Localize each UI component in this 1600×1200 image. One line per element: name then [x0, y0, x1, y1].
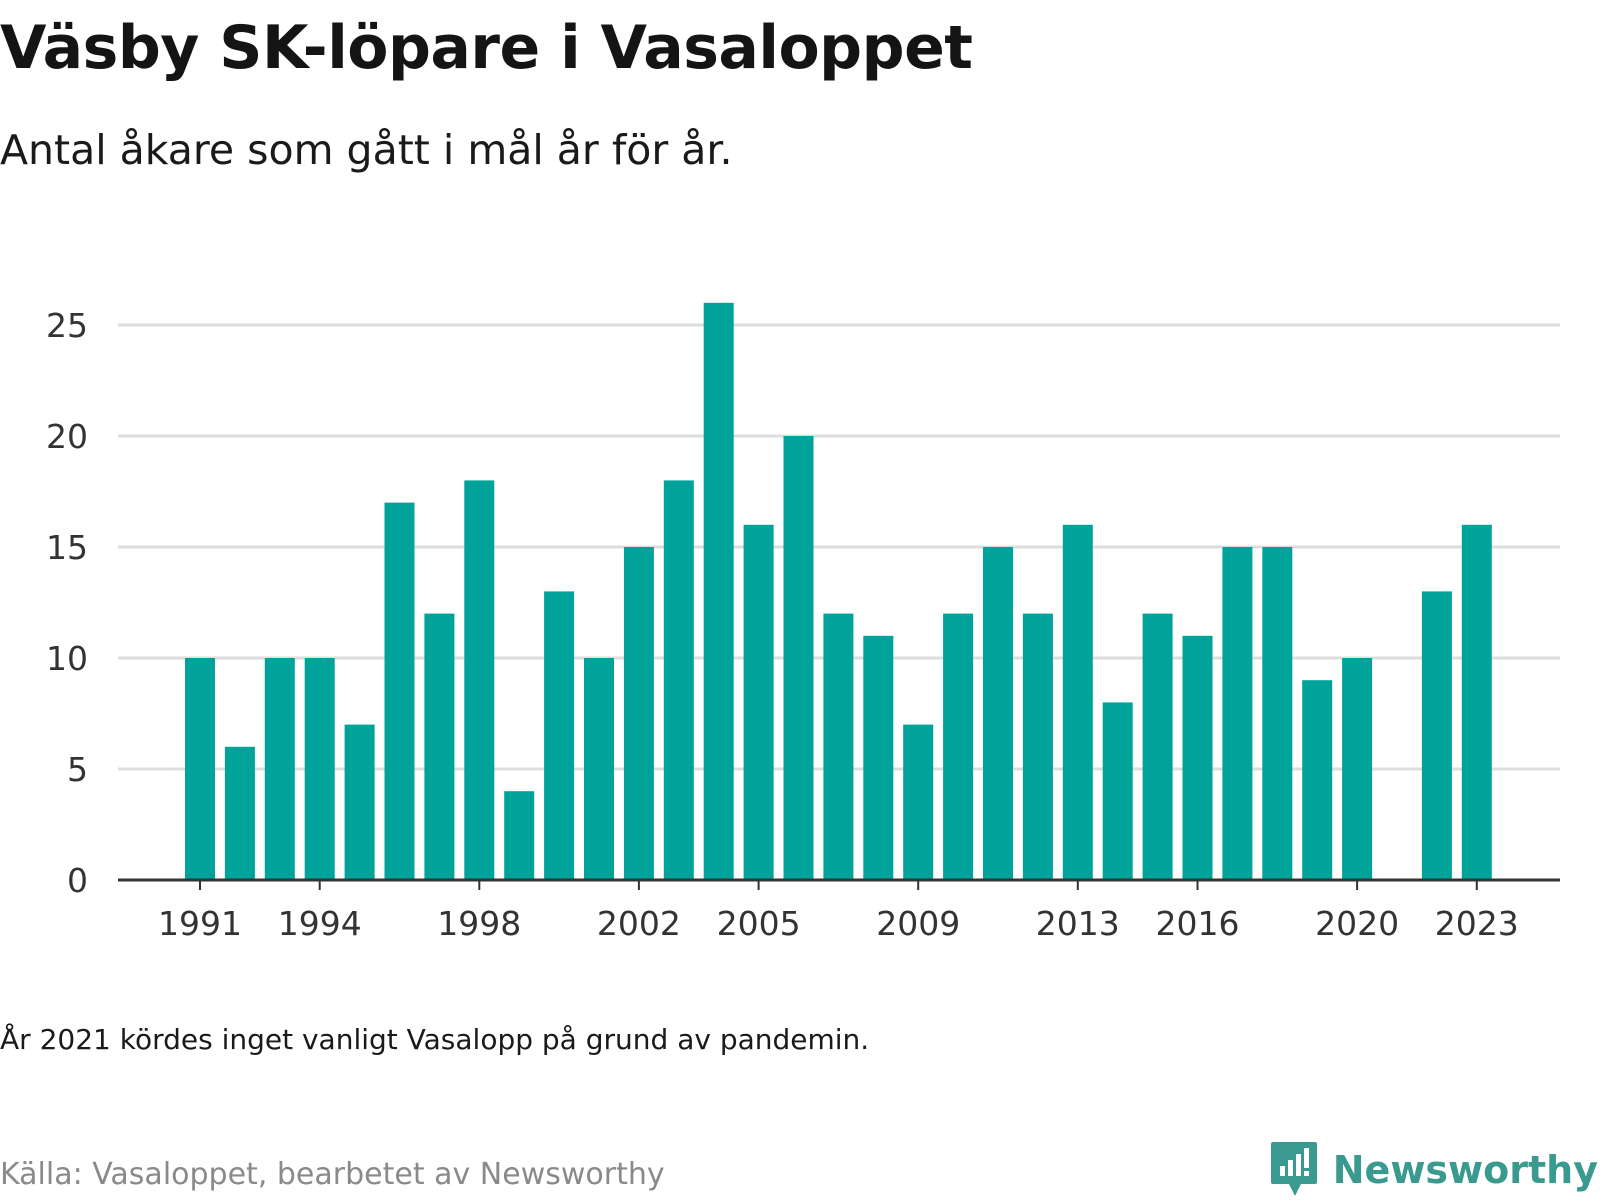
chart-subtitle: Antal åkare som gått i mål år för år. — [0, 126, 733, 174]
y-tick-label: 10 — [46, 639, 88, 678]
bar-chart: 0 5 10 15 20 25 1991 1994 1998 2002 2005 2009 2013 2… — [0, 300, 1600, 980]
bar-1992 — [224, 746, 255, 880]
footnote: År 2021 kördes inget vanligt Vasalopp på… — [0, 1023, 870, 1056]
x-tick-label: 2002 — [597, 904, 681, 943]
bar-1998 — [464, 480, 495, 880]
bar-2015 — [1142, 613, 1173, 880]
x-tick-label: 1994 — [278, 904, 362, 943]
bar-1996 — [384, 502, 415, 880]
bar-2014 — [1102, 702, 1133, 880]
bar-1995 — [344, 724, 375, 880]
bar-2022 — [1421, 591, 1452, 880]
bar-2007 — [823, 613, 854, 880]
bar-2003 — [663, 480, 694, 880]
bar-2009 — [903, 724, 934, 880]
y-tick-label: 5 — [67, 750, 88, 789]
x-axis-ticks: 1991 1994 1998 2002 2005 2009 2013 2016 2020 2023 — [158, 880, 1519, 943]
bar-1993 — [264, 658, 295, 880]
x-tick-label: 2013 — [1036, 904, 1120, 943]
bar-2012 — [1022, 613, 1053, 880]
bar-2006 — [783, 436, 814, 880]
y-axis-ticks: 0 5 10 15 20 25 — [46, 306, 88, 900]
x-tick-label: 2005 — [717, 904, 801, 943]
brand: Newsworthy — [1269, 1140, 1598, 1200]
bar-2019 — [1302, 680, 1333, 880]
x-tick-label: 2009 — [876, 904, 960, 943]
bar-2023 — [1461, 524, 1492, 880]
bar-2010 — [943, 613, 974, 880]
bar-2008 — [863, 635, 894, 880]
bar-2002 — [623, 547, 654, 880]
bar-2005 — [743, 524, 774, 880]
source-text: Källa: Vasaloppet, bearbetet av Newswort… — [0, 1157, 665, 1192]
bar-2016 — [1182, 635, 1213, 880]
bar-2020 — [1342, 658, 1373, 880]
y-tick-label: 15 — [46, 528, 88, 567]
bar-2018 — [1262, 547, 1293, 880]
bar-2004 — [703, 302, 734, 880]
bar-1991 — [185, 658, 215, 880]
x-tick-label: 2023 — [1435, 904, 1519, 943]
bar-2017 — [1222, 547, 1253, 880]
newsworthy-logo-icon — [1270, 1142, 1317, 1196]
x-tick-label: 1998 — [437, 904, 521, 943]
y-tick-label: 25 — [46, 306, 88, 345]
bar-1999 — [504, 791, 535, 880]
bar-2000 — [544, 591, 575, 880]
bar-1997 — [424, 613, 455, 880]
x-tick-label: 2020 — [1315, 904, 1399, 943]
chart-title: Väsby SK-löpare i Vasaloppet — [0, 13, 973, 83]
y-tick-label: 0 — [67, 861, 88, 900]
x-tick-label: 2016 — [1156, 904, 1240, 943]
brand-name: Newsworthy — [1332, 1148, 1598, 1192]
bar-2001 — [584, 658, 614, 880]
x-tick-label: 1991 — [158, 904, 242, 943]
bar-2011 — [983, 547, 1013, 880]
bar-chart-svg: 0 5 10 15 20 25 1991 1994 1998 2002 2005 2009 2013 2… — [46, 302, 1560, 943]
bars — [185, 302, 1492, 880]
y-tick-label: 20 — [46, 417, 88, 456]
bar-1994 — [304, 658, 335, 880]
bar-2013 — [1062, 524, 1093, 880]
